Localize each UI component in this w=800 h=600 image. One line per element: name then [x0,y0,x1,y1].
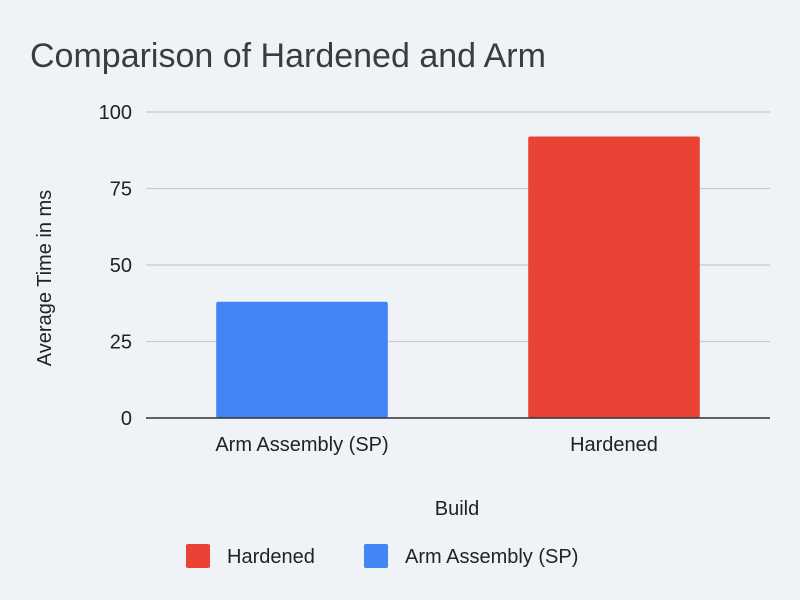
bar-arm-assembly-sp [216,301,388,418]
legend-label: Hardened [227,546,315,568]
x-tick-label: Hardened [570,434,658,456]
y-tick-label: 75 [110,179,132,201]
y-tick-label: 25 [110,332,132,354]
y-tick-label: 50 [110,255,132,277]
bars [216,136,700,419]
y-axis-ticks: 0 25 50 75 100 [99,102,132,430]
bar-hardened [528,136,700,419]
legend-swatch [364,544,388,568]
y-tick-label: 0 [121,408,132,430]
y-axis-label: Average Time in ms [34,190,56,366]
legend: Hardened Arm Assembly (SP) [186,544,578,568]
legend-swatch [186,544,210,568]
x-tick-label: Arm Assembly (SP) [215,434,388,456]
y-tick-label: 100 [99,102,132,124]
chart-title: Comparison of Hardened and Arm [30,37,546,75]
x-axis-label: Build [435,498,479,520]
legend-label: Arm Assembly (SP) [405,546,578,568]
x-axis-ticks: Arm Assembly (SP) Hardened [215,434,658,456]
